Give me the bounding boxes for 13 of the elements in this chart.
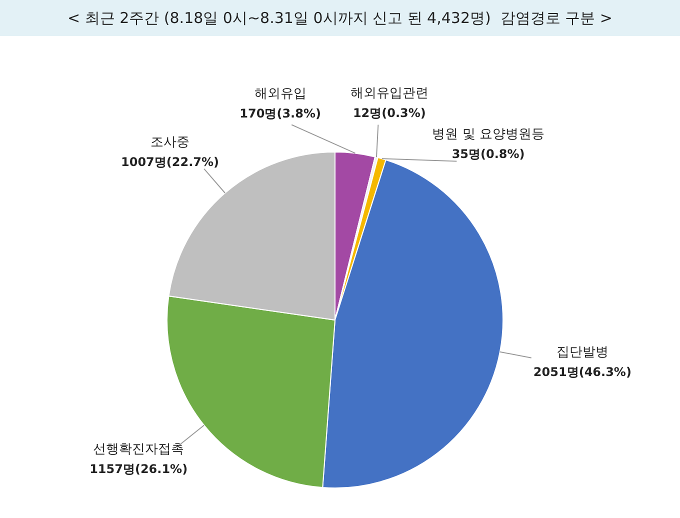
slice-label: 선행확진자접촉 — [93, 442, 184, 458]
data-label: 1007명(22.7%) — [121, 155, 220, 170]
data-label: 2051명(46.3%) — [533, 365, 632, 380]
slice-label: 집단발병 — [556, 345, 608, 360]
data-label: 170명(3.8%) — [240, 106, 321, 120]
data-label: 35명(0.8%) — [452, 146, 525, 161]
data-label: 1157명(26.1%) — [90, 462, 188, 476]
slice-label: 조사중 — [150, 135, 190, 150]
data-label: 12명(0.3%) — [352, 106, 426, 120]
slice-label: 해외유입 — [254, 86, 306, 102]
slice-label: 병원 및 요양병원등 — [432, 126, 544, 142]
chart-title: < 최근 2주간 (8.18일 0시~8.31일 0시까지 신고 된 4,432명) 감염경로 구분 > — [0, 0, 680, 36]
slice-label: 해외유입관련 — [350, 86, 428, 102]
